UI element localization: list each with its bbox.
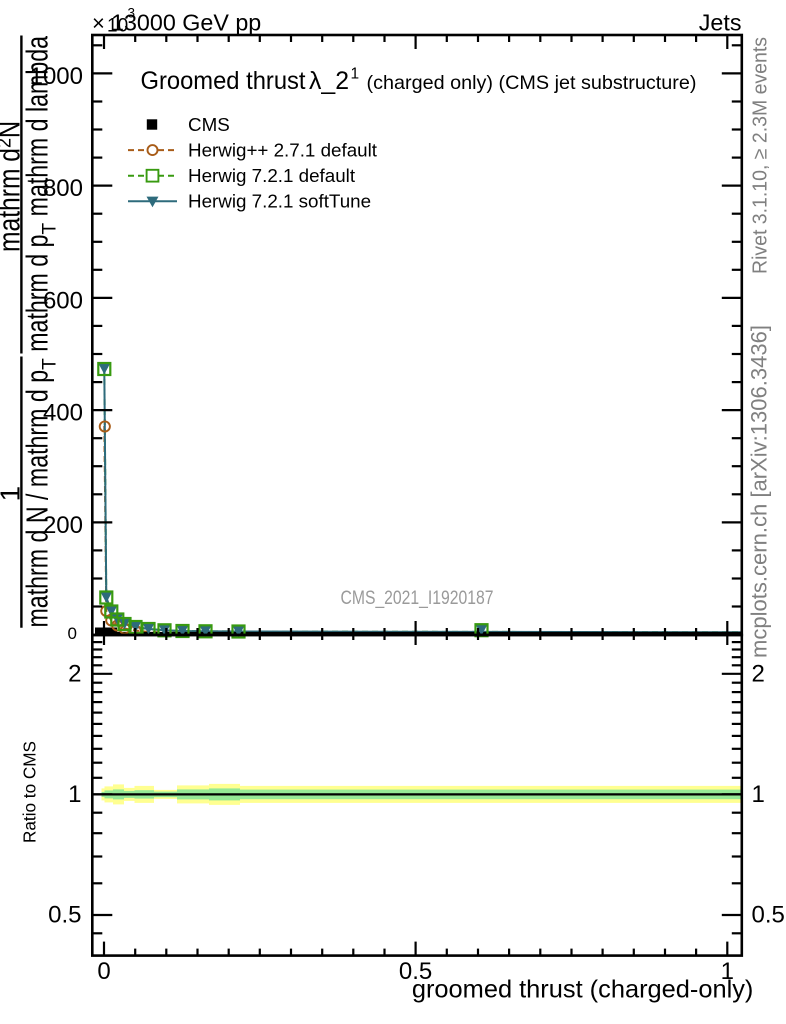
svg-text:T: T xyxy=(40,358,61,370)
svg-text:groomed thrust (charged-only): groomed thrust (charged-only) xyxy=(412,976,754,1004)
svg-text:CMS_2021_I1920187: CMS_2021_I1920187 xyxy=(341,588,494,609)
svg-text:1: 1 xyxy=(752,781,765,808)
svg-text:0: 0 xyxy=(97,958,110,985)
svg-text:CMS: CMS xyxy=(188,114,230,135)
svg-text:Jets: Jets xyxy=(699,10,742,36)
svg-text:Ratio to CMS: Ratio to CMS xyxy=(20,741,40,843)
svg-text:×: × xyxy=(92,11,105,36)
svg-text:600: 600 xyxy=(43,287,83,314)
svg-text:(charged only) (CMS jet substr: (charged only) (CMS jet substructure) xyxy=(367,72,697,94)
svg-text:Herwig 7.2.1 softTune: Herwig 7.2.1 softTune xyxy=(188,191,371,212)
svg-text:1: 1 xyxy=(0,486,26,502)
svg-text:2: 2 xyxy=(68,660,81,687)
svg-text:13000 GeV pp: 13000 GeV pp xyxy=(111,10,261,36)
svg-text:mathrm d N / mathrm d p: mathrm d N / mathrm d p xyxy=(20,370,55,628)
svg-text:Rivet 3.1.10, ≥ 2.3M events: Rivet 3.1.10, ≥ 2.3M events xyxy=(750,37,772,274)
svg-text:mcplots.cern.ch [arXiv:1306.34: mcplots.cern.ch [arXiv:1306.3436] xyxy=(747,325,772,658)
svg-text:800: 800 xyxy=(43,175,83,202)
svg-text:1000: 1000 xyxy=(30,63,83,90)
svg-text:mathrm d p: mathrm d p xyxy=(20,235,55,359)
svg-text:200: 200 xyxy=(43,512,83,539)
svg-text:Herwig++ 2.7.1 default: Herwig++ 2.7.1 default xyxy=(188,139,378,160)
svg-text:Groomed thrust: Groomed thrust xyxy=(141,67,306,95)
svg-text:0: 0 xyxy=(68,624,77,643)
svg-text:1: 1 xyxy=(351,66,360,83)
svg-text:10: 10 xyxy=(107,16,128,37)
svg-text:mathrm d lambda: mathrm d lambda xyxy=(20,35,55,222)
svg-text:λ_2: λ_2 xyxy=(309,67,349,95)
svg-text:3: 3 xyxy=(128,6,136,21)
svg-text:1: 1 xyxy=(721,958,734,985)
svg-text:1: 1 xyxy=(68,781,81,808)
svg-text:Herwig 7.2.1 default: Herwig 7.2.1 default xyxy=(188,165,356,186)
svg-text:2: 2 xyxy=(752,660,765,687)
svg-text:0.5: 0.5 xyxy=(752,902,785,929)
svg-text:0.5: 0.5 xyxy=(399,958,432,985)
svg-text:N: N xyxy=(0,121,27,138)
svg-text:0.5: 0.5 xyxy=(48,902,81,929)
svg-text:2: 2 xyxy=(0,138,16,148)
svg-text:400: 400 xyxy=(43,400,83,427)
svg-text:T: T xyxy=(40,222,61,234)
